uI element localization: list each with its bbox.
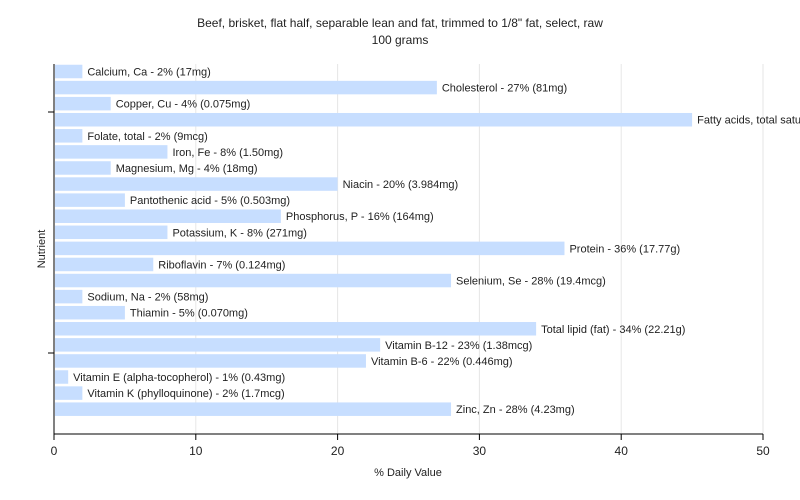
bar <box>55 96 111 111</box>
bar <box>55 64 83 79</box>
x-tick-label: 40 <box>615 444 629 458</box>
x-tick-label: 0 <box>51 444 58 458</box>
bar-label: Potassium, K - 8% (271mg) <box>172 227 307 239</box>
bar <box>55 402 452 416</box>
bar <box>55 338 381 352</box>
axes <box>48 64 763 435</box>
bar <box>55 225 168 240</box>
bar <box>55 257 154 272</box>
bar-label: Sodium, Na - 2% (58mg) <box>87 292 208 304</box>
bar <box>55 370 69 384</box>
bar <box>55 209 281 223</box>
bar-label: Cholesterol - 27% (81mg) <box>442 83 567 95</box>
bar-label: Vitamin B-12 - 23% (1.38mcg) <box>385 340 532 352</box>
bar-label: Zinc, Zn - 28% (4.23mg) <box>456 404 575 416</box>
bar <box>55 193 125 207</box>
y-axis-label: Nutrient <box>36 230 48 269</box>
bar-label: Phosphorus, P - 16% (164mg) <box>286 211 434 223</box>
bar-label: Riboflavin - 7% (0.124mg) <box>158 259 285 271</box>
x-tick-label: 10 <box>189 444 203 458</box>
bar-label: Vitamin K (phylloquinone) - 2% (1.7mcg) <box>87 388 284 400</box>
bar-label: Iron, Fe - 8% (1.50mg) <box>172 147 283 159</box>
bar <box>55 161 111 175</box>
x-tick-label: 50 <box>756 444 770 458</box>
x-tick-label: 20 <box>331 444 345 458</box>
x-axis-label: % Daily Value <box>374 467 442 479</box>
bar-label: Protein - 36% (17.77g) <box>569 243 680 255</box>
bar <box>55 112 693 127</box>
chart-title: Beef, brisket, flat half, separable lean… <box>197 16 603 30</box>
bar <box>55 129 83 143</box>
bar <box>55 354 366 368</box>
bar-label: Niacin - 20% (3.984mg) <box>343 179 459 191</box>
bar <box>55 289 83 304</box>
bar-label: Calcium, Ca - 2% (17mg) <box>87 67 210 79</box>
bar <box>55 145 168 159</box>
x-tick-label: 30 <box>473 444 487 458</box>
bar-label: Vitamin B-6 - 22% (0.446mg) <box>371 356 513 368</box>
bar-label: Thiamin - 5% (0.070mg) <box>130 308 248 320</box>
bar <box>55 80 437 95</box>
bar-label: Fatty acids, total saturated - 45% (8.96… <box>697 115 800 127</box>
bar <box>55 177 338 191</box>
bar <box>55 386 83 400</box>
bar-label: Pantothenic acid - 5% (0.503mg) <box>130 195 290 207</box>
bars: Calcium, Ca - 2% (17mg) Cholesterol - 27%… <box>55 64 800 416</box>
bar-label: Folate, total - 2% (9mcg) <box>87 131 207 143</box>
bar-label: Copper, Cu - 4% (0.075mg) <box>116 99 251 111</box>
bar <box>55 273 452 288</box>
bar <box>55 322 537 336</box>
x-ticks: 0 10 20 30 40 50 <box>51 434 770 458</box>
bar <box>55 305 125 320</box>
bar-label: Vitamin E (alpha-tocopherol) - 1% (0.43m… <box>73 372 285 384</box>
bar-label: Total lipid (fat) - 34% (22.21g) <box>541 324 685 336</box>
bar <box>55 241 565 256</box>
bar-label: Magnesium, Mg - 4% (18mg) <box>116 163 258 175</box>
bar-label: Selenium, Se - 28% (19.4mcg) <box>456 276 606 288</box>
chart-subtitle: 100 grams <box>371 33 429 47</box>
